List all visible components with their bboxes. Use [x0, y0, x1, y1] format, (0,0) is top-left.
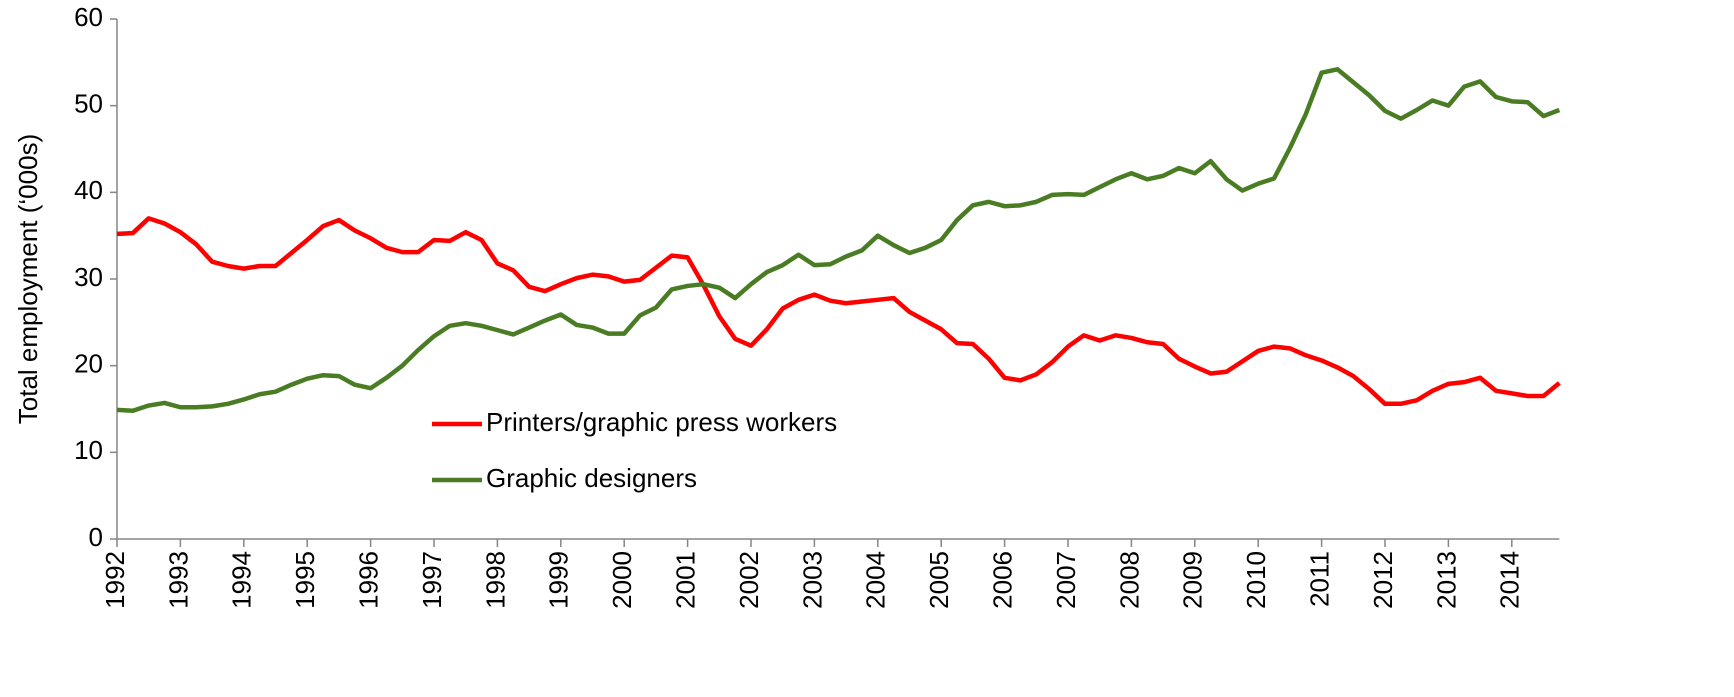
x-tick-label: 1999 [544, 551, 574, 609]
x-tick-label: 2003 [797, 551, 827, 609]
x-tick-label: 2013 [1431, 551, 1461, 609]
y-tick-label: 30 [74, 262, 103, 292]
x-tick-label: 2005 [924, 551, 954, 609]
y-axis-label: Total employment (‘000s) [13, 134, 43, 424]
legend-label: Graphic designers [486, 463, 697, 493]
x-tick-label: 2000 [607, 551, 637, 609]
x-tick-label: 2011 [1304, 551, 1334, 607]
x-tick-label: 1997 [417, 551, 447, 609]
x-tick-label: 2006 [987, 551, 1017, 609]
x-tick-label: 1995 [290, 551, 320, 609]
y-tick-label: 0 [89, 522, 103, 552]
x-tick-label: 1992 [100, 551, 130, 609]
x-tick-label: 2007 [1051, 551, 1081, 609]
x-tick-label: 1994 [227, 551, 257, 609]
x-tick-label: 2008 [1114, 551, 1144, 609]
legend-label: Printers/graphic press workers [486, 407, 837, 437]
x-tick-label: 1998 [480, 551, 510, 609]
line-series [116, 67, 1561, 413]
x-tick-label: 2009 [1178, 551, 1208, 609]
x-tick-label: 2001 [670, 551, 700, 609]
y-tick-label: 20 [74, 349, 103, 379]
x-tick-label: 2014 [1495, 551, 1525, 609]
x-tick-label: 2012 [1368, 551, 1398, 609]
x-tick-label: 1993 [163, 551, 193, 609]
x-tick-label: 2004 [861, 551, 891, 609]
y-tick-label: 60 [74, 2, 103, 32]
y-tick-label: 40 [74, 175, 103, 205]
y-tick-label: 10 [74, 435, 103, 465]
x-tick-label: 2010 [1241, 551, 1271, 609]
x-tick-label: 1996 [353, 551, 383, 609]
x-tick-label: 2002 [734, 551, 764, 609]
y-tick-label: 50 [74, 89, 103, 119]
line-series [116, 216, 1561, 407]
